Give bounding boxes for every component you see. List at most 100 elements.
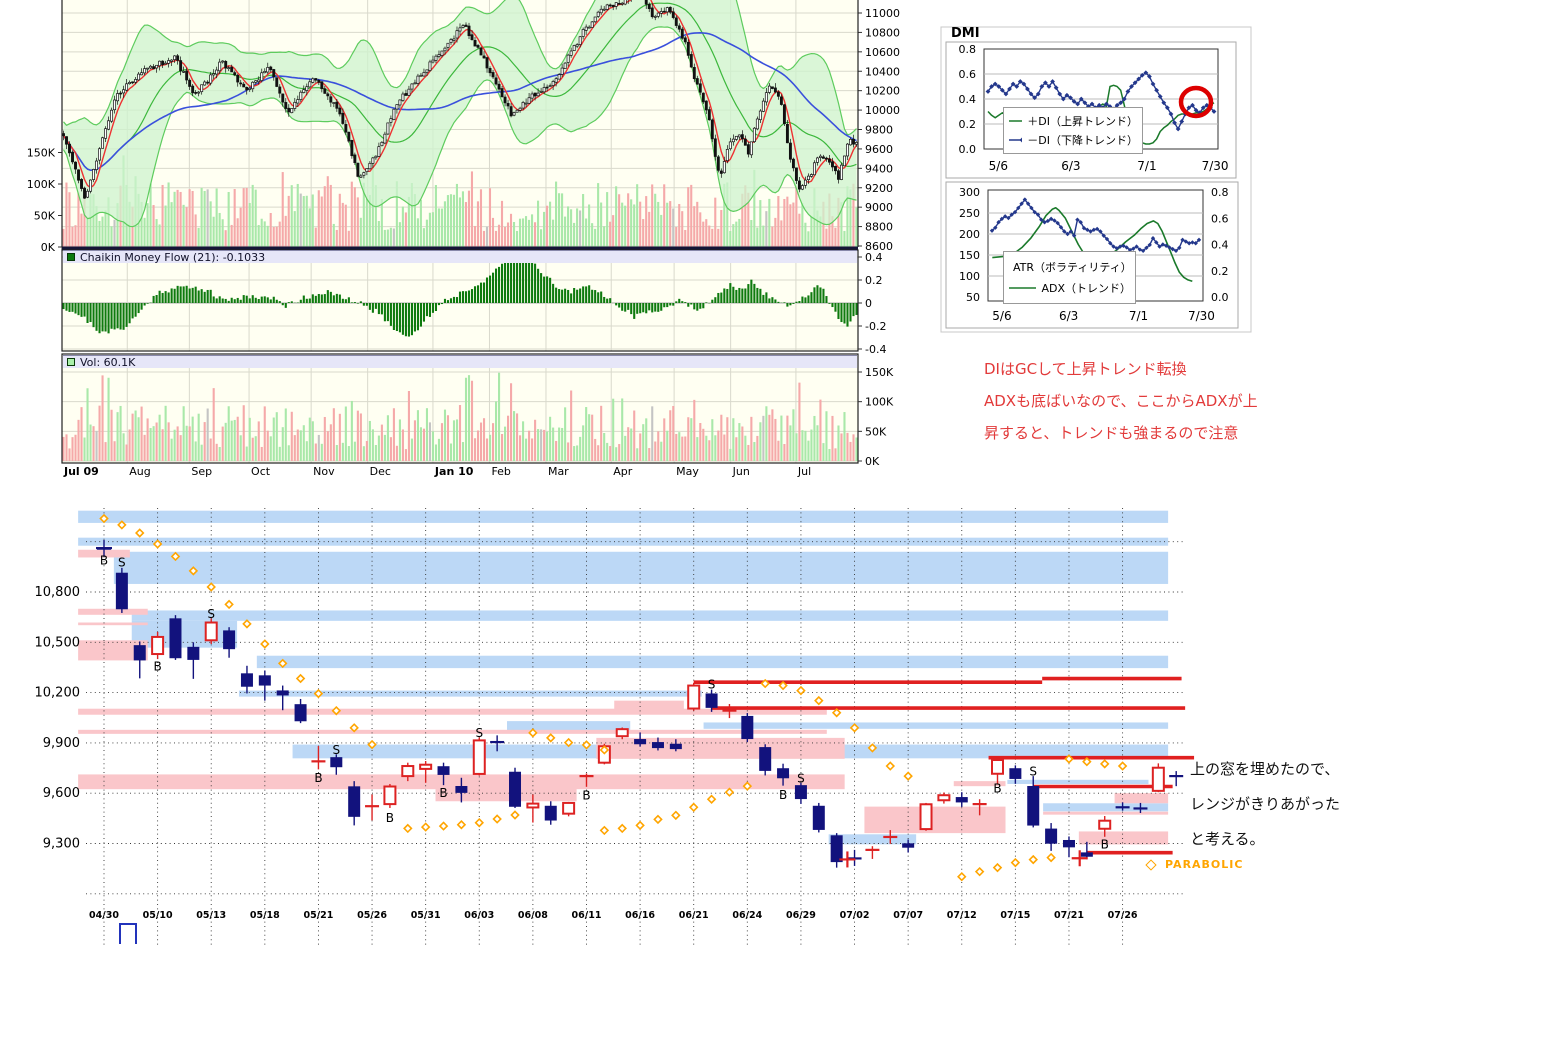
buy-marker: B <box>314 771 322 785</box>
bottom-x-tick: 06/21 <box>679 910 709 921</box>
parabolic-dot <box>438 821 449 831</box>
buy-marker: B <box>779 788 787 802</box>
support-band <box>596 737 845 759</box>
parabolic-dot <box>331 705 342 716</box>
minus-di-line-sample <box>1009 137 1023 143</box>
dmi-y-tick: 0.4 <box>959 93 977 106</box>
adx-line-sample <box>1009 287 1037 289</box>
main-price-tick: 9400 <box>865 162 893 175</box>
bottom-y-tick: 9,900 <box>43 736 80 751</box>
support-band <box>864 806 1006 834</box>
parabolic-legend-label: PARABOLIC <box>1165 858 1244 871</box>
resistance-band <box>507 721 631 732</box>
atr-left-tick: 50 <box>966 291 980 304</box>
resistance-band <box>78 510 1169 523</box>
atr-right-tick: 0.4 <box>1211 239 1229 252</box>
bottom-x-tick: 04/30 <box>89 910 119 921</box>
volume-panel-label: Vol: 60.1K <box>80 355 136 369</box>
buy-marker: B <box>386 811 394 825</box>
parabolic-dot <box>170 551 181 562</box>
bottom-x-tick: 05/26 <box>357 910 387 921</box>
parabolic-dot <box>903 771 913 781</box>
dmi-title: DMI <box>951 26 980 41</box>
main-price-tick: 9800 <box>865 124 893 137</box>
parabolic-diamond-icon <box>1145 858 1157 871</box>
support-band <box>614 700 684 713</box>
support-band <box>78 708 827 715</box>
main-volume-tick: 50K <box>34 210 56 223</box>
chaikin-tick: 0.4 <box>865 251 883 264</box>
month-label: Jul 09 <box>63 465 99 478</box>
parabolic-dot <box>546 733 556 743</box>
atr-right-tick: 0.6 <box>1211 212 1229 225</box>
main-price-tick: 8600 <box>865 240 893 253</box>
parabolic-dot <box>313 688 324 699</box>
chaikin-tick: 0 <box>865 297 872 310</box>
chaikin-panel-header[interactable]: Chaikin Money Flow (21): -0.1033 <box>63 250 857 264</box>
volume-tick: 100K <box>865 396 894 409</box>
volume-tick: 150K <box>865 366 894 379</box>
volume-panel-header[interactable]: Vol: 60.1K <box>63 355 857 369</box>
dmi-x-tick: 7/30 <box>1202 159 1229 173</box>
support-band <box>78 622 148 626</box>
parabolic-dot <box>760 678 770 689</box>
parabolic-dot <box>867 743 878 753</box>
plus-di-label: ＋DI（上昇トレンド） <box>1027 115 1138 128</box>
parabolic-dot <box>117 520 127 530</box>
atr-left-tick: 100 <box>959 270 980 283</box>
axis-blue-box <box>119 923 137 944</box>
main-price-tick: 9600 <box>865 143 893 156</box>
bottom-x-tick: 07/21 <box>1054 910 1084 921</box>
bottom-chart-note: 上の窓を埋めたので、 レンジがきりあがった と考える。 <box>1190 752 1340 857</box>
volume-tick: 0K <box>865 455 880 468</box>
sell-marker: S <box>118 556 126 570</box>
dmi-y-tick: 0.6 <box>959 68 977 81</box>
bottom-note-line1: 上の窓を埋めたので、 <box>1190 760 1340 778</box>
bottom-x-tick: 07/12 <box>947 910 977 921</box>
parabolic-dot <box>671 810 681 821</box>
atr-left-tick: 300 <box>959 186 980 199</box>
parabolic-dot <box>1082 756 1092 767</box>
parabolic-dot <box>599 825 610 836</box>
parabolic-dot <box>563 737 574 748</box>
parabolic-dot <box>242 619 252 629</box>
bottom-y-tick: 9,300 <box>43 837 80 852</box>
resistance-band <box>256 655 1169 669</box>
atr-x-tick: 5/6 <box>992 309 1011 323</box>
parabolic-dot <box>403 823 413 834</box>
resistance-band <box>131 620 238 648</box>
month-label: Dec <box>370 465 391 478</box>
buy-marker: B <box>100 553 108 567</box>
dmi-legend-plus-di: ＋DI（上昇トレンド） <box>1008 113 1138 129</box>
bottom-x-tick: 07/07 <box>893 910 923 921</box>
chaikin-panel-label: Chaikin Money Flow (21): -0.1033 <box>80 250 266 264</box>
atr-label: ATR（ボラティリティ） <box>1013 261 1132 274</box>
parabolic-dot <box>617 823 627 834</box>
parabolic-dot <box>206 582 216 592</box>
month-label: Nov <box>313 465 335 478</box>
parabolic-dot <box>456 819 467 830</box>
parabolic-dot <box>260 639 270 649</box>
parabolic-dot <box>599 745 610 755</box>
buy-marker: B <box>439 786 447 800</box>
parabolic-dot <box>974 866 985 877</box>
main-volume-tick: 0K <box>41 241 56 254</box>
parabolic-dot <box>367 739 377 750</box>
atr-x-tick: 7/30 <box>1188 309 1215 323</box>
chaikin-tick: 0.2 <box>865 274 883 287</box>
support-band <box>1078 831 1169 845</box>
main-price-tick: 9200 <box>865 182 893 195</box>
bottom-x-tick: 06/29 <box>786 910 816 921</box>
parabolic-legend: PARABOLIC <box>1145 858 1244 871</box>
bottom-y-tick: 10,500 <box>35 635 81 650</box>
parabolic-dot <box>349 723 359 733</box>
parabolic-dot <box>474 817 485 828</box>
dmi-legend: ＋DI（上昇トレンド） －DI（下降トレンド） <box>1003 107 1143 154</box>
bottom-y-tick: 10,800 <box>35 585 81 600</box>
bottom-x-tick: 06/03 <box>464 910 494 921</box>
volume-series-icon <box>67 358 75 366</box>
resistance-band <box>1043 803 1169 812</box>
main-price-tick: 10600 <box>865 46 900 59</box>
